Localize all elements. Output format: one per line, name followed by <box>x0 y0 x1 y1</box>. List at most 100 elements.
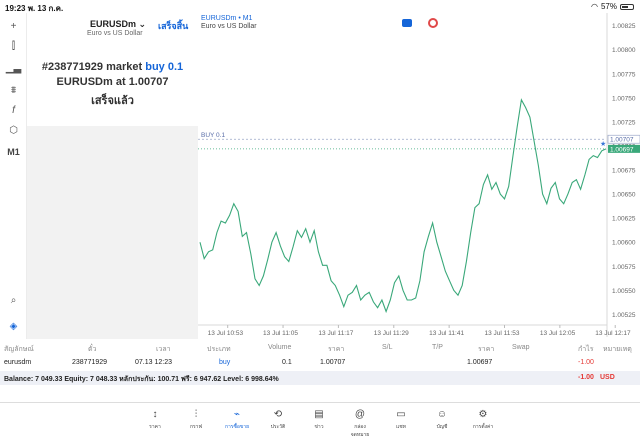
tab-quotes[interactable]: ↕ ราคา <box>140 409 170 431</box>
row-price: 1.00707 <box>320 359 346 366</box>
chart-symbol: EURUSDm • M1 <box>201 15 253 22</box>
order-panel: EURUSDm ⌄ Euro vs US Dollar เสร็จสิ้น #2… <box>27 13 198 126</box>
tab-trade[interactable]: ⌁ การซื้อขาย <box>222 409 252 431</box>
col-tp: T/P <box>432 344 443 351</box>
bottom-tab-bar: ↕ ราคา ⫶ กราฟ ⌁ การซื้อขาย ⟲ ประวัติ ▤ ข่าว @… <box>0 402 640 447</box>
status-time: 19:23 พ. 13 ก.ค. <box>5 4 64 13</box>
table-header: สัญลักษณ์ ตั๋ว เวลา ประเภท Volume ราคา S… <box>0 341 640 355</box>
status-indicators: ◠ 57% <box>591 2 634 11</box>
chart-mode-icon[interactable] <box>428 18 438 28</box>
col-type: ประเภท <box>207 346 231 353</box>
tab-account[interactable]: ☺ บัญชี <box>427 409 457 431</box>
col-time: เวลา <box>156 346 171 353</box>
order-line-label: BUY 0.1 <box>201 132 225 139</box>
price-tick-label: 1.00675 <box>612 168 636 175</box>
price-tick-label: 1.00525 <box>612 312 636 319</box>
time-tick-label: 13 Jul 11:17 <box>318 330 353 337</box>
row-profit: -1.00 <box>578 359 594 366</box>
one-click-trading-icon[interactable] <box>402 19 412 27</box>
current-price-label: 1.00697 <box>610 146 634 153</box>
price-tick-label: 1.00650 <box>612 192 636 199</box>
price-chart[interactable]: EURUSDm • M1 Euro vs US Dollar 1.00825 1.… <box>198 13 640 339</box>
price-tick-label: 1.00800 <box>612 47 636 54</box>
indicators-icon[interactable]: ⩩ <box>10 84 17 96</box>
status-bar: 19:23 พ. 13 ก.ค. ◠ 57% <box>0 0 640 13</box>
time-tick-label: 13 Jul 11:53 <box>485 330 520 337</box>
price-tick-label: 1.00775 <box>612 71 636 78</box>
col-price: ราคา <box>328 346 345 353</box>
chart-description: Euro vs US Dollar <box>201 23 257 30</box>
row-current-price: 1.00697 <box>467 359 493 366</box>
col-volume: Volume <box>268 344 292 351</box>
done-button[interactable]: เสร็จสิ้น <box>158 21 189 31</box>
gear-icon: ⚙ <box>478 409 488 420</box>
battery-level: 57% <box>600 2 617 11</box>
trades-table: สัญลักษณ์ ตั๋ว เวลา ประเภท Volume ราคา S… <box>0 339 640 402</box>
balance-currency: USD <box>600 374 615 381</box>
battery-icon <box>620 3 634 10</box>
order-symbol[interactable]: EURUSDm ⌄ <box>90 19 147 29</box>
tab-settings[interactable]: ⚙ การตั้งค่า <box>468 409 498 431</box>
col-sl: S/L <box>382 344 393 351</box>
col-comment: หมายเหตุ <box>603 346 632 353</box>
star-icon: ★ <box>600 140 606 148</box>
tab-mailbox[interactable]: @ กล่องจดหมาย <box>345 409 375 439</box>
balance-row: Balance: 7 049.33 Equity: 7 048.33 หลักป… <box>0 371 640 385</box>
price-tick-label: 1.00725 <box>612 119 636 126</box>
tab-news[interactable]: ▤ ข่าว <box>304 409 334 431</box>
col-current-price: ราคา <box>478 346 495 353</box>
chart-toolbar: + ⫿ ▁▃ ⩩ f ⬡ M1 ⌕ ◈ <box>0 13 27 339</box>
time-tick-label: 13 Jul 11:05 <box>263 330 298 337</box>
current-price-tag <box>608 144 640 153</box>
time-tick-label: 13 Jul 11:29 <box>374 330 409 337</box>
tab-history[interactable]: ⟲ ประวัติ <box>263 409 293 431</box>
function-icon[interactable]: f <box>12 104 15 116</box>
history-icon: ⟲ <box>273 409 283 420</box>
tab-chart[interactable]: ⫶ กราฟ <box>181 409 211 431</box>
order-panel-background <box>27 126 198 339</box>
time-tick-label: 13 Jul 10:53 <box>208 330 244 337</box>
timeframe-button[interactable]: M1 <box>7 147 20 157</box>
balance-summary: Balance: 7 049.33 Equity: 7 048.33 หลักป… <box>4 376 279 383</box>
time-tick-label: 13 Jul 11:41 <box>429 330 464 337</box>
chart-icon: ⫶ <box>194 409 198 420</box>
wifi-icon: ◠ <box>591 2 598 11</box>
tab-chat[interactable]: ▭ แชท <box>386 409 416 431</box>
order-message-line2: EURUSDm at 1.00707 <box>56 76 169 88</box>
mailbox-icon: @ <box>354 409 366 420</box>
account-icon: ☺ <box>436 409 448 420</box>
chevron-down-icon: ⌄ <box>138 19 147 29</box>
chart-canvas: 1.00825 1.00800 1.00775 1.00750 1.00725 1.007… <box>198 13 640 337</box>
price-tick-label: 1.00825 <box>612 23 636 30</box>
objects-icon[interactable]: ⬡ <box>9 124 18 136</box>
col-ticket: ตั๋ว <box>88 346 97 353</box>
crosshair-icon[interactable]: + <box>10 20 17 32</box>
time-tick-label: 13 Jul 12:17 <box>595 330 631 337</box>
col-swap: Swap <box>512 344 530 351</box>
row-time: 07.13 12:23 <box>135 359 172 366</box>
order-message-line1: #238771929 market buy 0.1 <box>41 61 184 73</box>
bar-chart-icon[interactable]: ▁▃ <box>5 62 22 74</box>
order-price-tag <box>607 134 640 144</box>
col-profit: กำไร <box>578 346 594 353</box>
zoom-icon[interactable]: ⌕ <box>10 294 17 306</box>
news-icon: ▤ <box>314 409 324 420</box>
trade-toggle-icon[interactable]: ◈ <box>9 320 18 332</box>
trade-icon: ⌁ <box>233 409 241 420</box>
candlestick-icon[interactable]: ⫿ <box>11 40 16 52</box>
row-symbol: eurusdm <box>4 359 32 366</box>
price-series-line <box>199 98 607 314</box>
row-ticket: 238771929 <box>72 359 108 366</box>
price-tick-label: 1.00550 <box>612 288 636 295</box>
price-tick-label: 1.00750 <box>612 95 636 102</box>
row-volume: 0.1 <box>282 359 292 366</box>
order-message-status: เสร็จแล้ว <box>91 95 134 107</box>
chat-icon: ▭ <box>396 409 406 420</box>
quotes-icon: ↕ <box>152 409 158 420</box>
order-price-label: 1.00707 <box>610 137 634 144</box>
price-tick-label: 1.00600 <box>612 240 636 247</box>
price-tick-label: 1.00575 <box>612 264 636 271</box>
order-symbol-description: Euro vs US Dollar <box>87 30 143 37</box>
table-row[interactable]: eurusdm 238771929 07.13 12:23 buy 0.1 1.… <box>0 356 640 370</box>
time-tick-label: 13 Jul 12:05 <box>540 330 576 337</box>
